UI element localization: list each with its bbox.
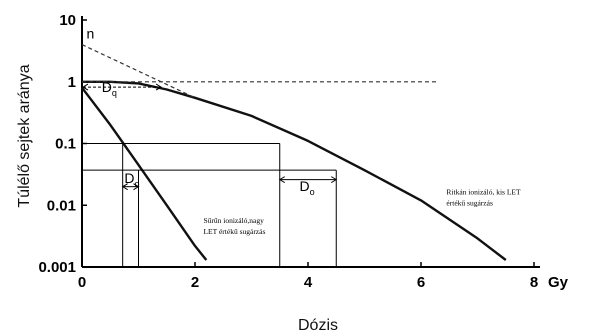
y-tick-label: 0.01 xyxy=(47,197,76,214)
x-tick-label: 4 xyxy=(304,274,313,291)
high-let-note: Sűrűn ionizáló,nagy LET értékű sugárzás xyxy=(203,216,265,236)
series-line-2 xyxy=(81,86,208,261)
x-tick-label: 2 xyxy=(191,274,199,291)
x-tick-label: 8 xyxy=(530,274,538,291)
y-tick-label: 10 xyxy=(59,12,76,29)
axes xyxy=(81,16,540,268)
series-layer xyxy=(81,44,507,261)
reference-lines xyxy=(82,143,337,267)
x-tick-label: 6 xyxy=(417,274,425,291)
n-label: n xyxy=(87,26,95,42)
x-tick-label: 0 xyxy=(78,274,86,291)
y-tick-label: 0.001 xyxy=(38,259,76,276)
x-axis-label: Dózis xyxy=(298,317,338,334)
do-large-arrow xyxy=(278,176,338,184)
series-line-1 xyxy=(82,80,507,261)
y-tick-label: 1 xyxy=(68,74,76,91)
dq-label: Dq xyxy=(102,79,117,98)
do-large-label: Do xyxy=(300,178,315,197)
annotations: n Dq Do Do Sűrűn ionizáló,nagy LET értékű sug… xyxy=(82,26,521,236)
arrow-head-left xyxy=(121,183,128,191)
y-axis-label: Túlélő sejtek aránya xyxy=(16,64,33,207)
low-let-note: Ritkán ionizáló, kis LET értékű sugárzás xyxy=(446,187,521,207)
arrow-head-right xyxy=(155,83,163,91)
do-small-arrow xyxy=(121,183,140,191)
y-tick-label: 0.1 xyxy=(55,136,76,153)
do-small-label: Do xyxy=(124,170,139,189)
arrow-head-left xyxy=(82,83,89,91)
arrow-head-left xyxy=(278,176,286,184)
ticks: 0 2 4 6 8 Gy 10 1 0.1 0.01 0.001 xyxy=(38,12,568,291)
dq-arrow xyxy=(82,83,163,91)
arrow-head-right xyxy=(133,183,140,191)
arrow-head-right xyxy=(330,176,338,184)
series-line-3 xyxy=(81,44,196,99)
x-unit-label: Gy xyxy=(548,274,569,291)
